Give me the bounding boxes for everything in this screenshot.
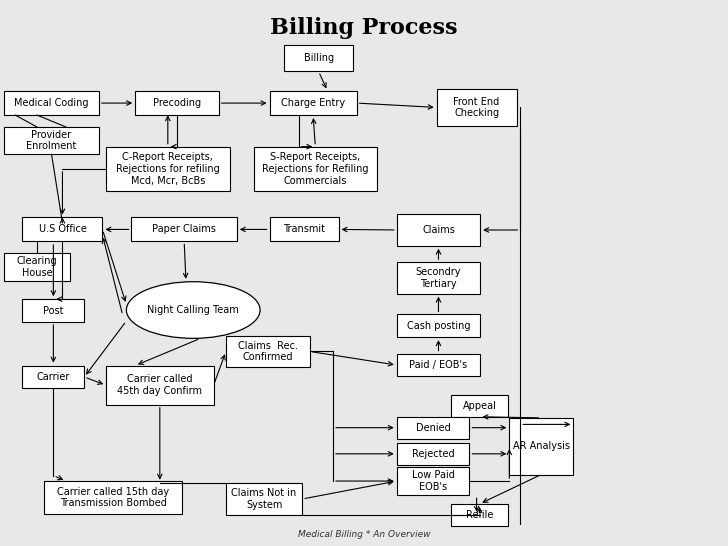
FancyBboxPatch shape xyxy=(253,147,377,191)
Text: C-Report Receipts,
Rejections for refiling
Mcd, Mcr, BcBs: C-Report Receipts, Rejections for refili… xyxy=(116,152,220,186)
FancyBboxPatch shape xyxy=(437,89,517,126)
Text: U.S Office: U.S Office xyxy=(39,224,87,234)
FancyBboxPatch shape xyxy=(4,127,99,155)
FancyBboxPatch shape xyxy=(397,314,480,337)
FancyBboxPatch shape xyxy=(397,354,480,377)
FancyBboxPatch shape xyxy=(23,217,103,241)
FancyBboxPatch shape xyxy=(23,299,84,322)
FancyBboxPatch shape xyxy=(451,395,508,417)
Text: Refile: Refile xyxy=(466,510,493,520)
FancyBboxPatch shape xyxy=(23,366,84,388)
Ellipse shape xyxy=(127,282,260,339)
Text: Paid / EOB's: Paid / EOB's xyxy=(409,360,467,370)
FancyBboxPatch shape xyxy=(269,217,339,241)
Text: Billing: Billing xyxy=(304,54,333,63)
Text: Carrier: Carrier xyxy=(36,372,70,382)
Text: Precoding: Precoding xyxy=(153,98,201,108)
FancyBboxPatch shape xyxy=(397,214,480,246)
Text: Claims: Claims xyxy=(422,225,455,235)
FancyBboxPatch shape xyxy=(397,417,470,438)
Text: Night Calling Team: Night Calling Team xyxy=(147,305,239,315)
Text: Post: Post xyxy=(43,306,63,316)
FancyBboxPatch shape xyxy=(106,147,229,191)
FancyBboxPatch shape xyxy=(226,336,309,367)
FancyBboxPatch shape xyxy=(284,45,353,72)
Text: Transmit: Transmit xyxy=(283,224,325,234)
FancyBboxPatch shape xyxy=(4,91,99,115)
Text: Paper Claims: Paper Claims xyxy=(152,224,216,234)
FancyBboxPatch shape xyxy=(269,91,357,115)
FancyBboxPatch shape xyxy=(226,483,302,515)
Text: Denied: Denied xyxy=(416,423,451,432)
Text: Clearing
House: Clearing House xyxy=(17,256,58,278)
Text: Rejected: Rejected xyxy=(412,449,454,459)
FancyBboxPatch shape xyxy=(106,366,213,405)
FancyBboxPatch shape xyxy=(397,467,470,495)
Text: Medical Coding: Medical Coding xyxy=(15,98,89,108)
FancyBboxPatch shape xyxy=(4,253,70,281)
Text: Carrier called
45th day Confirm: Carrier called 45th day Confirm xyxy=(117,375,202,396)
Text: Charge Entry: Charge Entry xyxy=(281,98,345,108)
FancyBboxPatch shape xyxy=(397,262,480,294)
Text: Claims Not in
System: Claims Not in System xyxy=(232,488,297,510)
Text: Appeal: Appeal xyxy=(462,401,496,411)
Text: Claims  Rec.
Confirmed: Claims Rec. Confirmed xyxy=(238,341,298,362)
Text: Billing Process: Billing Process xyxy=(270,17,458,39)
Text: Secondry
Tertiary: Secondry Tertiary xyxy=(416,267,462,289)
FancyBboxPatch shape xyxy=(510,418,573,474)
FancyBboxPatch shape xyxy=(397,443,470,465)
Text: S-Report Receipts,
Rejections for Refiling
Commercials: S-Report Receipts, Rejections for Refili… xyxy=(262,152,368,186)
Text: Provider
Enrolment: Provider Enrolment xyxy=(26,130,76,151)
FancyBboxPatch shape xyxy=(132,217,237,241)
Text: Front End
Checking: Front End Checking xyxy=(454,97,499,118)
FancyBboxPatch shape xyxy=(135,91,218,115)
Text: AR Analysis: AR Analysis xyxy=(513,441,570,451)
FancyBboxPatch shape xyxy=(44,481,182,514)
Text: Cash posting: Cash posting xyxy=(407,321,470,331)
Text: Carrier called 15th day
Transmission Bombed: Carrier called 15th day Transmission Bom… xyxy=(58,486,170,508)
Text: Low Paid
EOB's: Low Paid EOB's xyxy=(411,470,454,492)
Text: Medical Billing * An Overview: Medical Billing * An Overview xyxy=(298,530,430,539)
FancyBboxPatch shape xyxy=(451,504,508,526)
